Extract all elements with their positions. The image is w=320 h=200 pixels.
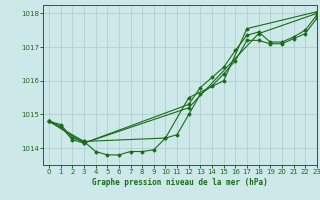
X-axis label: Graphe pression niveau de la mer (hPa): Graphe pression niveau de la mer (hPa) xyxy=(92,178,268,187)
